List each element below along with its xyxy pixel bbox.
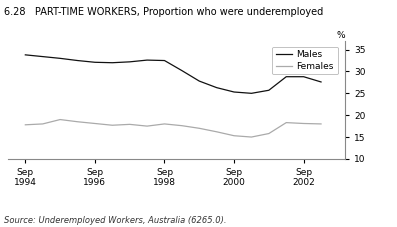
- Males: [249, 92, 254, 95]
- Text: %: %: [337, 31, 345, 40]
- Females: [58, 118, 62, 121]
- Males: [110, 61, 115, 64]
- Females: [197, 127, 202, 130]
- Females: [162, 123, 167, 125]
- Females: [232, 134, 237, 137]
- Females: [214, 131, 219, 133]
- Males: [284, 75, 289, 78]
- Males: [127, 60, 132, 63]
- Females: [249, 136, 254, 138]
- Males: [197, 80, 202, 82]
- Males: [58, 57, 62, 60]
- Males: [232, 91, 237, 93]
- Females: [75, 120, 80, 123]
- Females: [179, 124, 184, 127]
- Females: [301, 122, 306, 125]
- Males: [40, 55, 45, 58]
- Females: [93, 122, 97, 125]
- Legend: Males, Females: Males, Females: [272, 47, 337, 74]
- Males: [93, 61, 97, 64]
- Males: [214, 86, 219, 89]
- Females: [23, 123, 28, 126]
- Males: [179, 69, 184, 72]
- Females: [284, 121, 289, 124]
- Females: [127, 123, 132, 126]
- Males: [75, 59, 80, 62]
- Males: [145, 59, 150, 62]
- Text: 6.28   PART-TIME WORKERS, Proportion who were underemployed: 6.28 PART-TIME WORKERS, Proportion who w…: [4, 7, 323, 17]
- Females: [110, 124, 115, 127]
- Line: Males: Males: [25, 55, 321, 93]
- Females: [145, 125, 150, 128]
- Males: [266, 89, 271, 92]
- Females: [319, 123, 324, 125]
- Males: [301, 75, 306, 78]
- Females: [266, 132, 271, 135]
- Males: [162, 59, 167, 62]
- Males: [23, 54, 28, 56]
- Line: Females: Females: [25, 120, 321, 137]
- Text: Source: Underemployed Workers, Australia (6265.0).: Source: Underemployed Workers, Australia…: [4, 216, 226, 225]
- Males: [319, 81, 324, 83]
- Females: [40, 123, 45, 125]
